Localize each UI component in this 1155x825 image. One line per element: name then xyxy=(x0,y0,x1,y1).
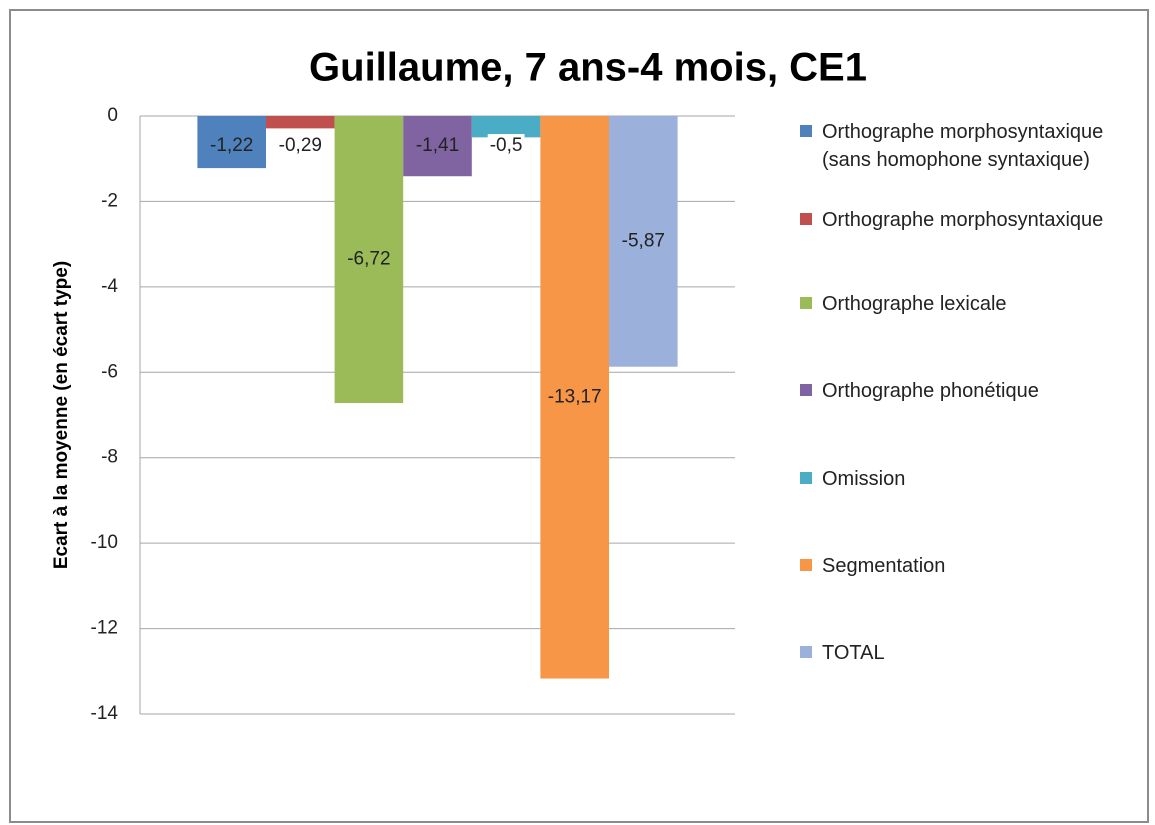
y-tick-label: -10 xyxy=(91,532,118,553)
legend-entry: Orthographe lexicale xyxy=(800,290,1110,318)
bar xyxy=(471,116,541,138)
data-label-bg xyxy=(487,134,525,158)
legend-swatch xyxy=(800,646,812,658)
legend-label: Orthographe morphosyntaxique (sans homop… xyxy=(822,121,1104,171)
y-tick-label: -4 xyxy=(101,276,118,297)
legend-label: Segmentation xyxy=(822,555,946,577)
legend-swatch xyxy=(800,213,812,225)
legend-swatch xyxy=(800,297,812,309)
data-label: -13,17 xyxy=(548,386,602,407)
legend-swatch xyxy=(800,384,812,396)
data-label: -6,72 xyxy=(347,249,390,270)
legend-label: Omission xyxy=(822,468,906,490)
y-tick-label: -2 xyxy=(101,190,118,211)
legend-swatch xyxy=(800,559,812,571)
legend-label: Orthographe morphosyntaxique xyxy=(822,209,1104,231)
chart-title: Guillaume, 7 ans-4 mois, CE1 xyxy=(309,46,867,90)
bar xyxy=(266,116,335,129)
data-label: -5,87 xyxy=(622,230,665,251)
legend-entry: Segmentation xyxy=(800,552,1110,580)
legend-swatch xyxy=(800,125,812,137)
legend-label: TOTAL xyxy=(822,642,885,664)
y-tick-label: 0 xyxy=(107,105,118,126)
data-label-bg xyxy=(276,134,324,158)
bar xyxy=(197,116,266,169)
y-tick-label: -12 xyxy=(91,618,118,639)
bar xyxy=(334,116,404,404)
legend-entry: Omission xyxy=(800,465,1110,493)
y-axis-label: Ecart à la moyenne (en écart type) xyxy=(51,261,72,569)
legend-entry: Orthographe morphosyntaxique (sans homop… xyxy=(800,118,1110,174)
legend-label: Orthographe lexicale xyxy=(822,293,1007,315)
data-label: -1,22 xyxy=(210,135,253,156)
y-tick-label: -8 xyxy=(101,447,118,468)
data-label: -0,5 xyxy=(490,135,523,156)
legend-entry: Orthographe phonétique xyxy=(800,377,1110,405)
data-label: -0,29 xyxy=(279,135,322,156)
bar xyxy=(540,116,609,679)
legend-label: Orthographe phonétique xyxy=(822,380,1039,402)
legend-entry: Orthographe morphosyntaxique xyxy=(800,206,1110,234)
chart-border xyxy=(9,9,1149,823)
y-tick-label: -14 xyxy=(91,703,119,724)
bar xyxy=(403,116,472,177)
data-label: -1,41 xyxy=(416,135,459,156)
legend-swatch xyxy=(800,472,812,484)
y-tick-label: -6 xyxy=(101,361,118,382)
legend-entry: TOTAL xyxy=(800,639,1110,667)
bar xyxy=(609,116,678,367)
